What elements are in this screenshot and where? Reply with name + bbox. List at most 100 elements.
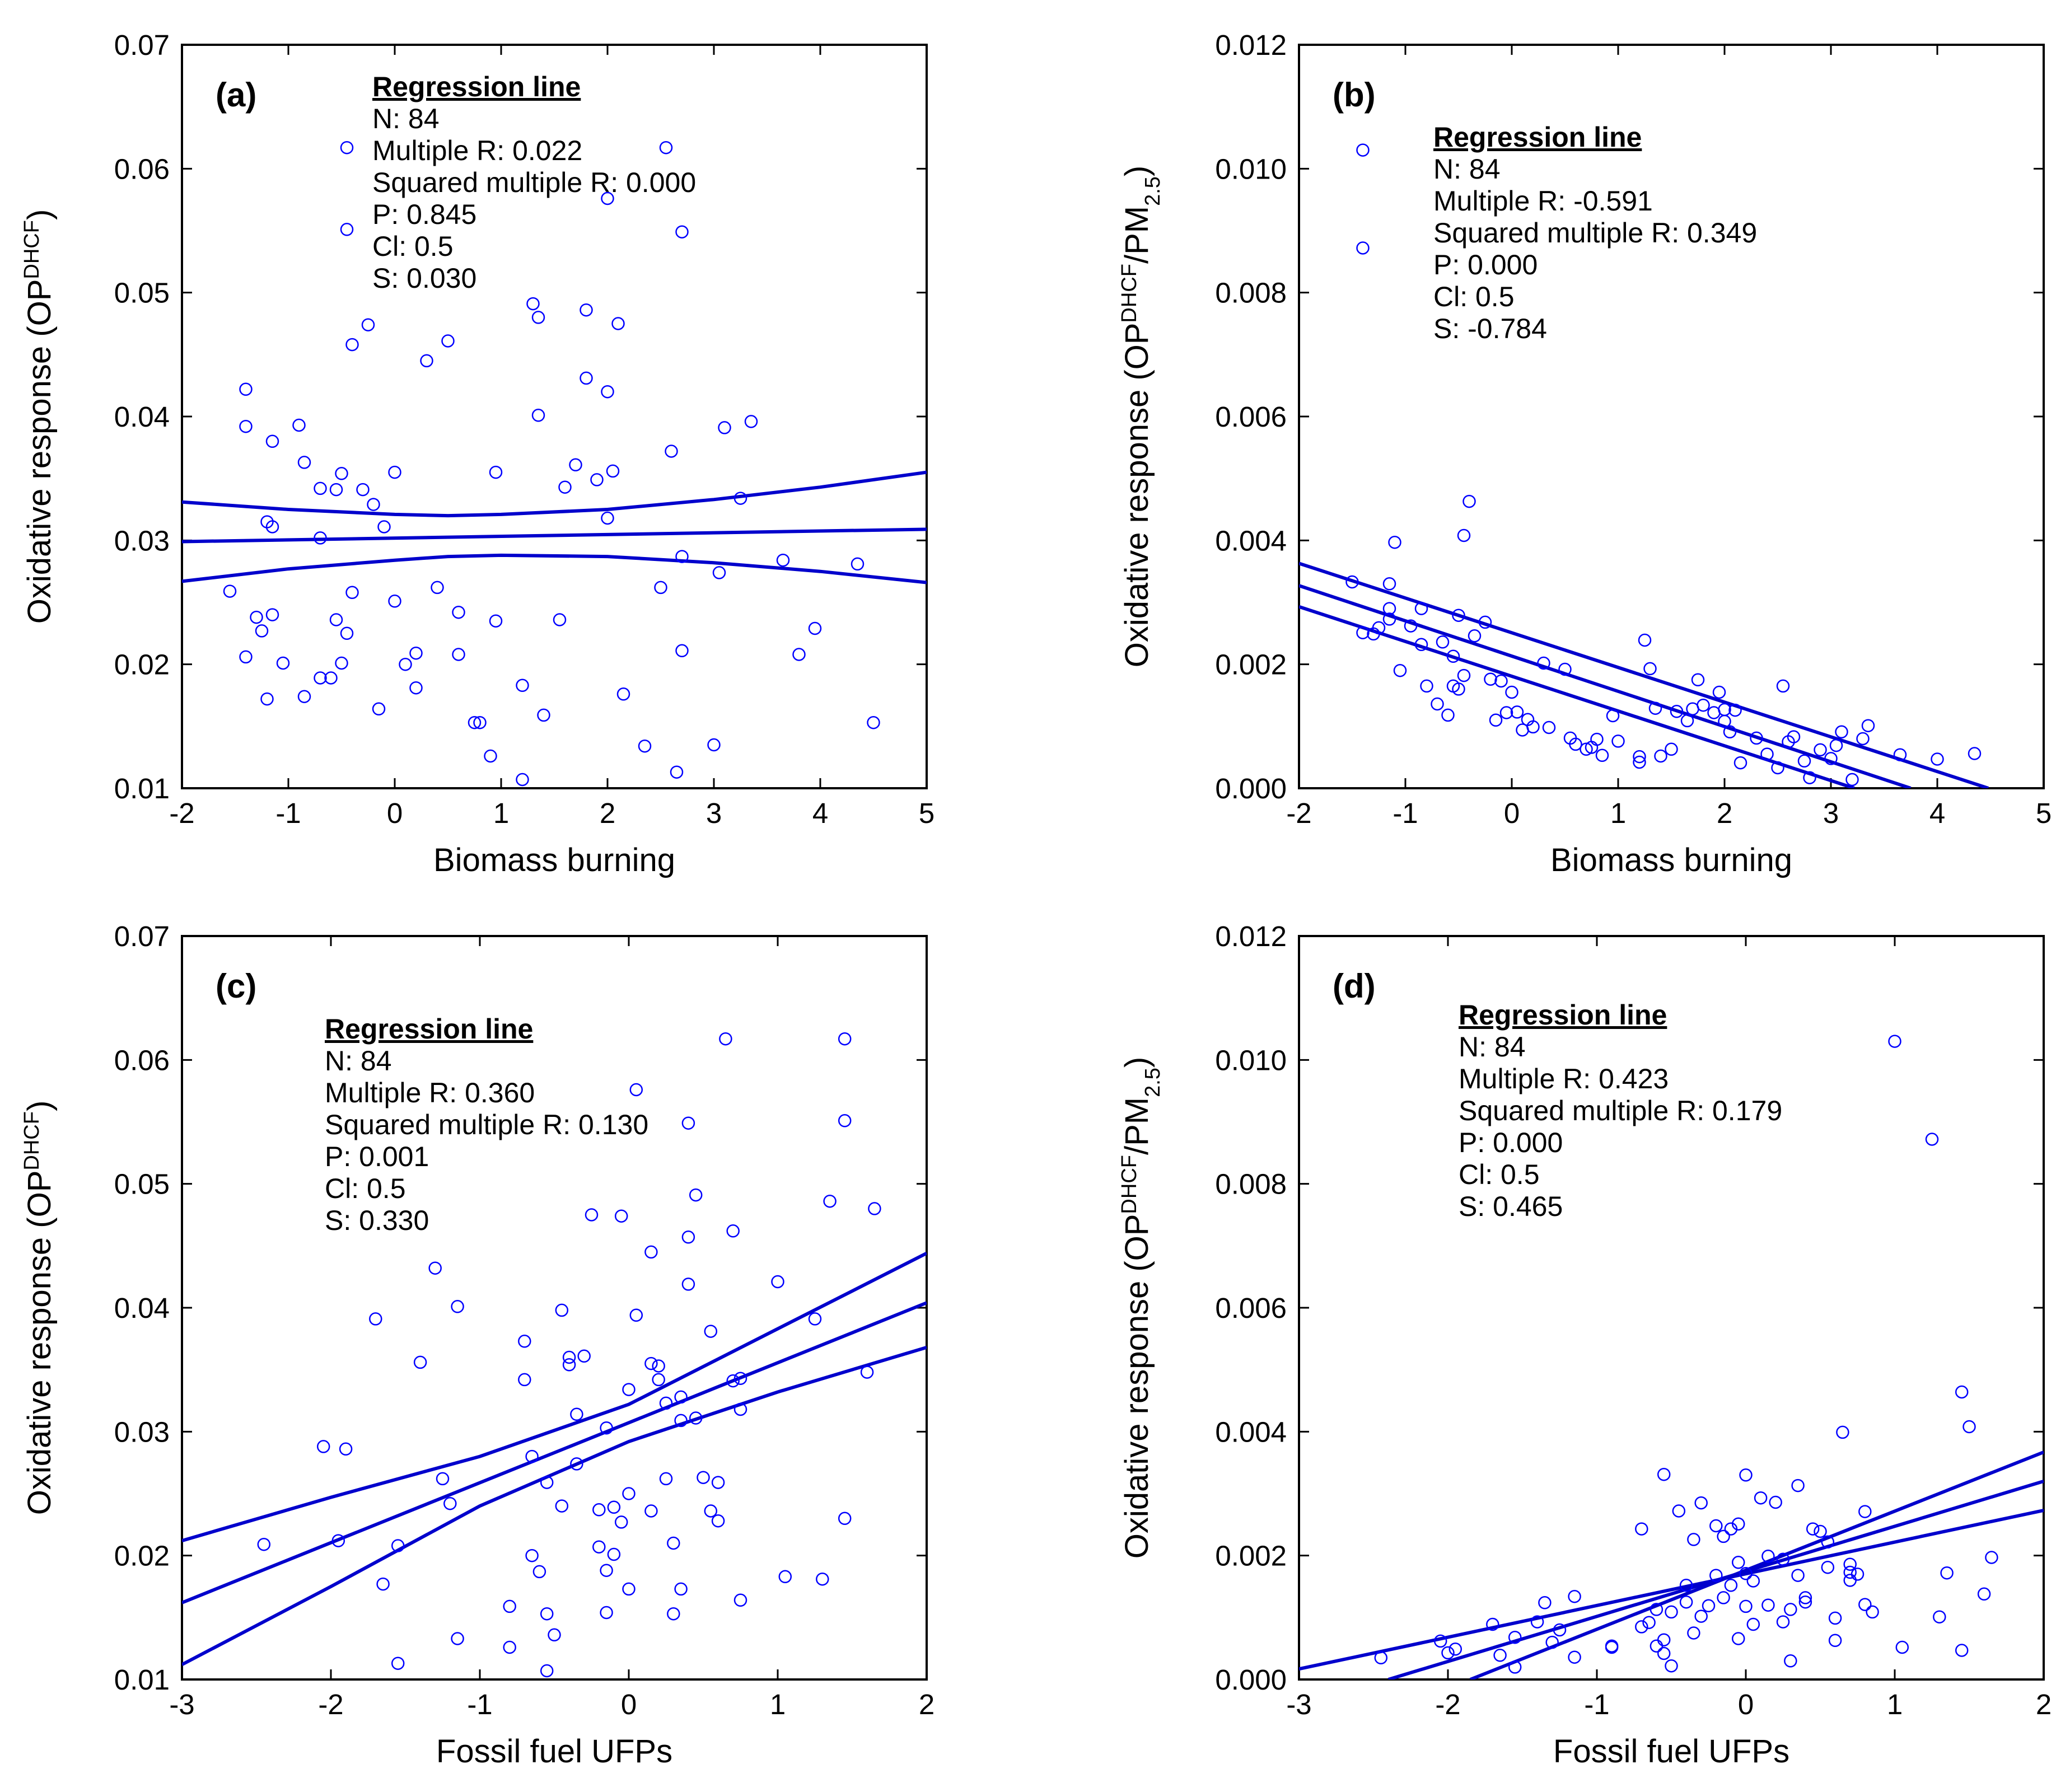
x-tick-label: -2 <box>1435 1688 1460 1720</box>
data-point <box>314 481 327 495</box>
data-point <box>1478 615 1492 629</box>
data-point <box>1569 737 1582 751</box>
regression-stat-line: N: 84 <box>1459 1031 1526 1063</box>
data-point <box>1595 748 1609 762</box>
x-axis-title: Biomass burning <box>1550 842 1792 878</box>
data-point <box>1694 1609 1708 1623</box>
regression-stats-title: Regression line <box>325 1013 533 1045</box>
data-point <box>473 715 487 729</box>
confidence-upper-line <box>182 470 927 518</box>
data-point <box>1702 1599 1716 1613</box>
data-point <box>652 1373 665 1387</box>
data-point <box>1611 734 1625 748</box>
regression-stat-line: S: -0.784 <box>1433 313 1547 344</box>
y-axis-title-sup: DHCF <box>1118 1155 1141 1214</box>
data-point <box>503 1599 516 1613</box>
data-point <box>1526 720 1540 734</box>
data-point <box>1798 1595 1812 1609</box>
data-point <box>607 1500 621 1514</box>
data-point <box>1414 638 1428 652</box>
data-point <box>436 1472 450 1486</box>
data-point <box>792 648 806 661</box>
data-point <box>823 1194 837 1208</box>
data-point <box>340 141 354 155</box>
data-point <box>428 1261 442 1275</box>
data-point <box>223 584 237 598</box>
data-point <box>1605 1639 1619 1653</box>
data-point <box>667 1536 680 1550</box>
data-point <box>540 1476 554 1489</box>
data-point <box>314 671 327 685</box>
data-point <box>388 595 401 608</box>
data-point <box>601 191 614 205</box>
data-point <box>335 467 348 480</box>
y-tick-label: 0.012 <box>1215 29 1287 61</box>
y-axis-title-extra: /PM <box>1119 206 1155 264</box>
data-point <box>590 473 604 486</box>
data-point <box>340 626 354 640</box>
data-point <box>1750 731 1763 745</box>
y-tick-label: 0.06 <box>114 1044 170 1076</box>
y-tick-label: 0.010 <box>1215 153 1287 185</box>
data-point <box>1724 1579 1738 1592</box>
data-point <box>1746 1574 1760 1588</box>
data-point <box>616 687 630 701</box>
confidence-lower-line <box>182 553 927 584</box>
data-point <box>1679 1595 1693 1609</box>
data-point <box>1538 1596 1552 1609</box>
data-point <box>1452 682 1465 696</box>
x-axis-title: Biomass burning <box>433 842 675 878</box>
data-point <box>1657 1633 1671 1646</box>
data-point <box>1761 1598 1775 1612</box>
data-point <box>1508 1660 1522 1674</box>
y-axis-title-close: ) <box>1119 166 1155 176</box>
data-point <box>1754 1491 1768 1505</box>
data-point <box>577 1349 591 1363</box>
data-point <box>1940 1566 1954 1580</box>
data-point <box>558 480 572 494</box>
data-point <box>1835 725 1848 739</box>
data-point <box>1858 1598 1872 1611</box>
data-point <box>1553 1623 1567 1637</box>
data-point <box>324 671 338 685</box>
data-point <box>345 586 359 600</box>
data-point <box>675 644 689 658</box>
data-point <box>562 1358 576 1372</box>
data-point <box>711 1514 725 1528</box>
y-tick-label: 0.006 <box>1215 401 1287 433</box>
y-tick-label: 0.05 <box>114 1168 170 1200</box>
data-point <box>377 520 391 534</box>
data-point <box>1845 773 1859 787</box>
data-point <box>431 581 444 595</box>
y-tick-label: 0.01 <box>114 773 170 804</box>
data-point <box>1968 747 1982 760</box>
data-point <box>600 1564 613 1577</box>
data-point <box>629 1308 643 1322</box>
data-point <box>592 1540 606 1554</box>
y-tick-label: 0.04 <box>114 401 170 433</box>
data-point <box>532 1565 546 1579</box>
data-point <box>413 1355 427 1369</box>
data-point <box>1776 679 1790 693</box>
data-point <box>711 1476 725 1489</box>
data-point <box>297 690 311 703</box>
data-point <box>1356 241 1370 255</box>
data-point <box>1356 626 1370 639</box>
data-point <box>675 550 689 563</box>
data-point <box>622 1383 636 1396</box>
y-axis-title-tail: ) <box>21 209 58 220</box>
data-point <box>441 334 455 348</box>
data-point <box>1436 635 1450 649</box>
x-tick-label: 4 <box>1929 797 1945 829</box>
regression-stat-line: P: 0.845 <box>372 199 476 230</box>
data-point <box>1643 662 1657 676</box>
data-point <box>733 1402 747 1416</box>
data-point <box>570 1457 583 1471</box>
data-point <box>1962 1420 1976 1434</box>
data-point <box>1648 701 1662 715</box>
data-point <box>1452 609 1465 622</box>
x-tick-label: 4 <box>812 797 828 829</box>
data-point <box>409 646 423 660</box>
confidence-upper-line <box>1299 562 1989 788</box>
